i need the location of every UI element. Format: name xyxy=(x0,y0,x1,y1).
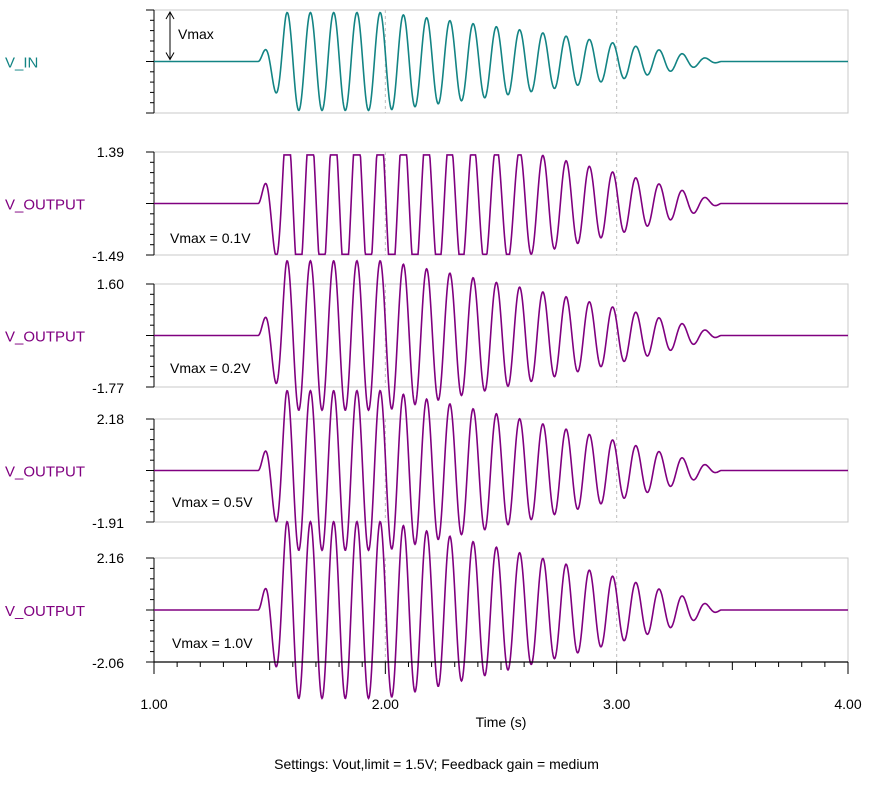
waveform-trace xyxy=(154,389,848,552)
y-max-label: 2.18 xyxy=(97,411,124,427)
waveform-trace xyxy=(154,154,848,256)
y-min-label: -1.49 xyxy=(92,248,124,264)
y-min-label: -2.06 xyxy=(92,655,124,671)
panel-5: V_OUTPUT 2.16 -2.06 Vmax = 1.0V xyxy=(5,520,849,700)
y-min-label: -1.77 xyxy=(92,380,124,396)
channel-label: V_OUTPUT xyxy=(5,329,85,346)
vmax-arrow-head-down xyxy=(165,52,175,61)
settings-caption: Settings: Vout,limit = 1.5V; Feedback ga… xyxy=(274,756,599,772)
channel-label: V_OUTPUT xyxy=(5,197,85,214)
y-min-label: -1.91 xyxy=(92,515,124,531)
y-max-label: 1.39 xyxy=(97,144,124,160)
channel-label: V_OUTPUT xyxy=(5,603,85,620)
x-tick-label: 4.00 xyxy=(834,696,861,712)
panel-1: V_IN Vmax xyxy=(5,9,849,114)
channel-label: V_IN xyxy=(5,55,38,72)
vmax-arrow-head-up xyxy=(165,10,175,20)
y-max-label: 2.16 xyxy=(97,550,124,566)
panel-annotation: Vmax = 1.0V xyxy=(172,635,253,651)
x-tick-label: 3.00 xyxy=(603,696,630,712)
panel-4: V_OUTPUT 2.18 -1.91 Vmax = 0.5V xyxy=(5,389,849,552)
x-axis-label: Time (s) xyxy=(476,714,527,730)
waveform-trace xyxy=(154,11,848,112)
panel-annotation: Vmax = 0.5V xyxy=(172,494,253,510)
waveform-trace xyxy=(154,259,848,412)
waveform-trace xyxy=(154,520,848,700)
panel-2: V_OUTPUT 1.39 -1.49 Vmax = 0.1V xyxy=(5,144,849,264)
x-tick-label: 1.00 xyxy=(140,696,167,712)
x-tick-label: 2.00 xyxy=(372,696,399,712)
channel-label: V_OUTPUT xyxy=(5,464,85,481)
panel-annotation: Vmax xyxy=(178,26,214,42)
panel-annotation: Vmax = 0.2V xyxy=(170,360,251,376)
panel-3: V_OUTPUT 1.60 -1.77 Vmax = 0.2V xyxy=(5,259,849,412)
panel-annotation: Vmax = 0.1V xyxy=(170,230,251,246)
y-max-label: 1.60 xyxy=(97,276,124,292)
